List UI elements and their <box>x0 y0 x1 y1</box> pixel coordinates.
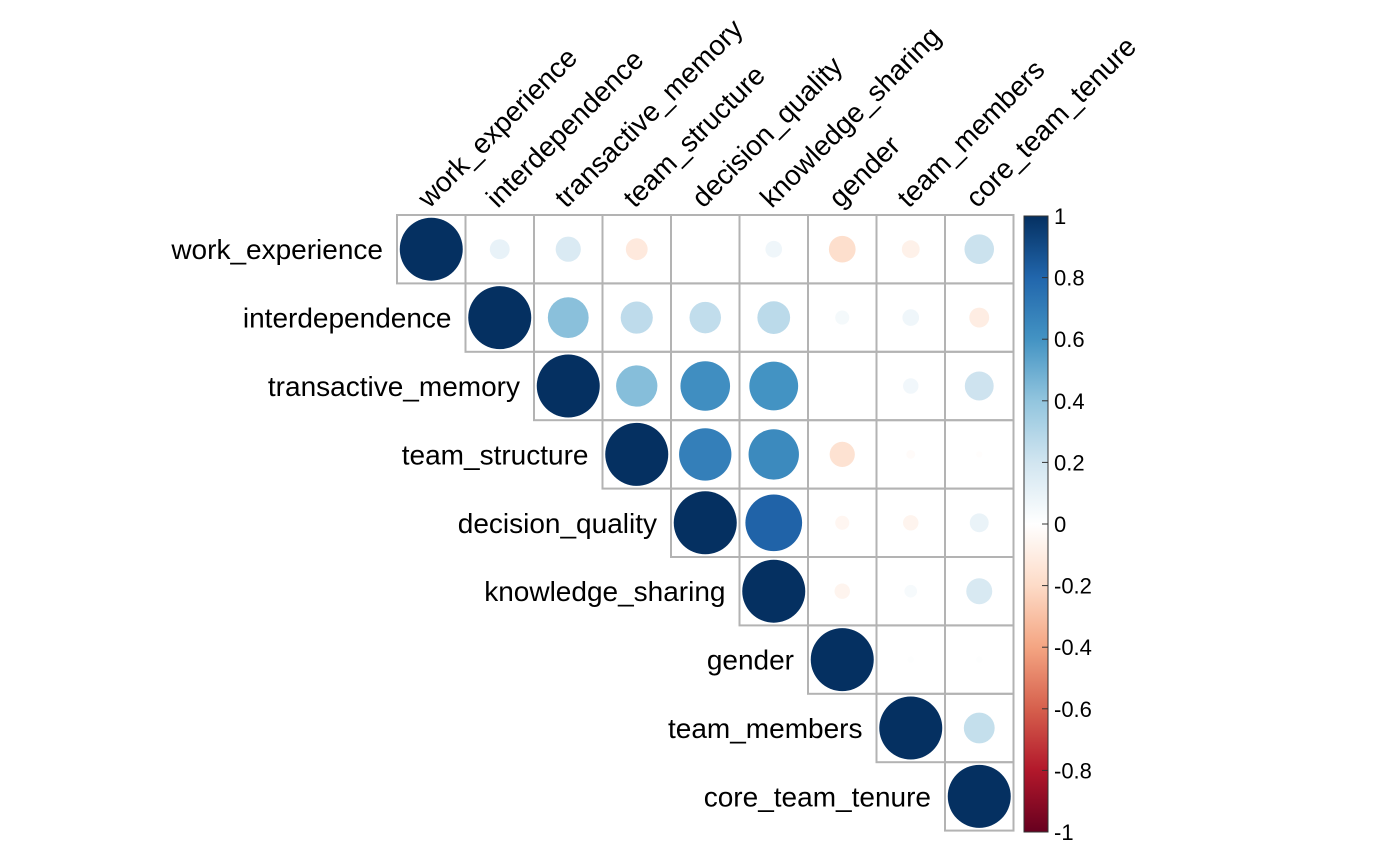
corr-circle-interdependence-transactive_memory <box>547 297 589 339</box>
corr-circle-interdependence-gender <box>835 310 850 325</box>
corr-circle-team_structure-team_structure <box>605 422 669 486</box>
corr-circle-transactive_memory-decision_quality <box>680 361 731 411</box>
corr-circle-decision_quality-gender <box>835 515 850 530</box>
row-label-team_members: team_members <box>668 713 863 744</box>
corr-circle-decision_quality-knowledge_sharing <box>745 494 803 552</box>
color-legend-tick-label: -0.8 <box>1054 758 1092 783</box>
corr-circle-knowledge_sharing-core_team_tenure <box>966 578 993 605</box>
corr-circle-team_structure-team_members <box>906 449 916 459</box>
corr-circle-work_experience-interdependence <box>489 239 510 260</box>
corr-circle-work_experience-team_members <box>901 240 920 259</box>
cell-core_team_tenure-core_team_tenure <box>944 761 1015 832</box>
corr-circle-interdependence-interdependence <box>468 286 532 350</box>
cell-transactive_memory-gender <box>807 350 878 422</box>
corr-circle-interdependence-decision_quality <box>689 301 721 334</box>
corr-circle-core_team_tenure-core_team_tenure <box>947 764 1011 828</box>
corr-circle-transactive_memory-transactive_memory <box>536 354 600 418</box>
corr-circle-team_structure-decision_quality <box>679 428 732 481</box>
cell-work_experience-decision_quality <box>670 214 741 285</box>
row-label-knowledge_sharing: knowledge_sharing <box>484 576 725 607</box>
correlation-cells <box>396 214 1015 832</box>
color-legend: 1 0.8 0.6 0.4 0.2 0 -0.2 -0.4 -0.6 -0.8 -1 <box>1023 204 1092 845</box>
corr-circle-work_experience-core_team_tenure <box>964 234 995 264</box>
corr-circle-transactive_memory-core_team_tenure <box>964 371 994 401</box>
corr-circle-work_experience-team_structure <box>625 238 648 261</box>
corr-circle-team_structure-gender <box>829 441 855 467</box>
color-legend-tick-label: 0.8 <box>1054 266 1085 291</box>
corr-circle-gender-team_members <box>907 656 914 663</box>
corr-circle-team_structure-knowledge_sharing <box>748 429 799 480</box>
column-labels: work_experienceinterdependencetransactiv… <box>411 13 1142 214</box>
color-legend-tick-label: -0.4 <box>1054 635 1092 660</box>
corr-circle-transactive_memory-team_structure <box>616 365 658 407</box>
corr-circle-interdependence-knowledge_sharing <box>757 301 791 334</box>
corr-circle-interdependence-core_team_tenure <box>969 307 990 328</box>
row-label-work_experience: work_experience <box>170 234 383 265</box>
color-legend-tick-label: 0.6 <box>1054 327 1085 352</box>
corr-circle-transactive_memory-team_members <box>903 378 919 394</box>
row-label-team_structure: team_structure <box>402 439 589 470</box>
row-label-decision_quality: decision_quality <box>458 508 657 539</box>
color-legend-tick-label: -0.6 <box>1054 697 1092 722</box>
row-label-core_team_tenure: core_team_tenure <box>704 781 931 812</box>
corr-circle-interdependence-team_members <box>902 309 920 326</box>
color-legend-ticks: 1 0.8 0.6 0.4 0.2 0 -0.2 -0.4 -0.6 -0.8 -1 <box>1042 204 1092 845</box>
corr-circle-team_members-core_team_tenure <box>963 712 995 744</box>
corr-circle-work_experience-gender <box>828 235 856 263</box>
corr-circle-transactive_memory-knowledge_sharing <box>749 361 799 411</box>
color-legend-tick-label: 0 <box>1054 512 1066 537</box>
row-label-gender: gender <box>707 645 794 676</box>
corr-circle-interdependence-team_structure <box>620 301 653 334</box>
row-label-interdependence: interdependence <box>243 303 452 334</box>
corr-circle-work_experience-knowledge_sharing <box>765 240 783 258</box>
corr-circle-team_structure-core_team_tenure <box>976 451 983 458</box>
corr-circle-work_experience-transactive_memory <box>555 236 581 262</box>
corr-circle-knowledge_sharing-knowledge_sharing <box>742 559 806 623</box>
corr-circle-decision_quality-team_members <box>903 515 919 531</box>
corr-circle-gender-core_team_tenure <box>976 656 983 663</box>
corr-circle-gender-gender <box>810 628 874 692</box>
corr-circle-work_experience-work_experience <box>399 217 463 281</box>
corr-circle-team_members-team_members <box>879 696 943 760</box>
corr-circle-knowledge_sharing-gender <box>834 583 850 599</box>
color-legend-tick-label: -1 <box>1054 820 1074 845</box>
row-labels: work_experience interdependence transactiv… <box>170 234 931 812</box>
color-legend-tick-label: 0.4 <box>1054 389 1085 414</box>
color-legend-tick-label: -0.2 <box>1054 574 1092 599</box>
color-legend-tick-label: 0.2 <box>1054 450 1085 475</box>
corr-circle-knowledge_sharing-team_members <box>904 584 918 598</box>
color-legend-tick-label: 1 <box>1054 204 1066 229</box>
corr-circle-decision_quality-core_team_tenure <box>969 513 989 533</box>
row-label-transactive_memory: transactive_memory <box>268 371 520 402</box>
corr-circle-decision_quality-decision_quality <box>673 491 737 555</box>
